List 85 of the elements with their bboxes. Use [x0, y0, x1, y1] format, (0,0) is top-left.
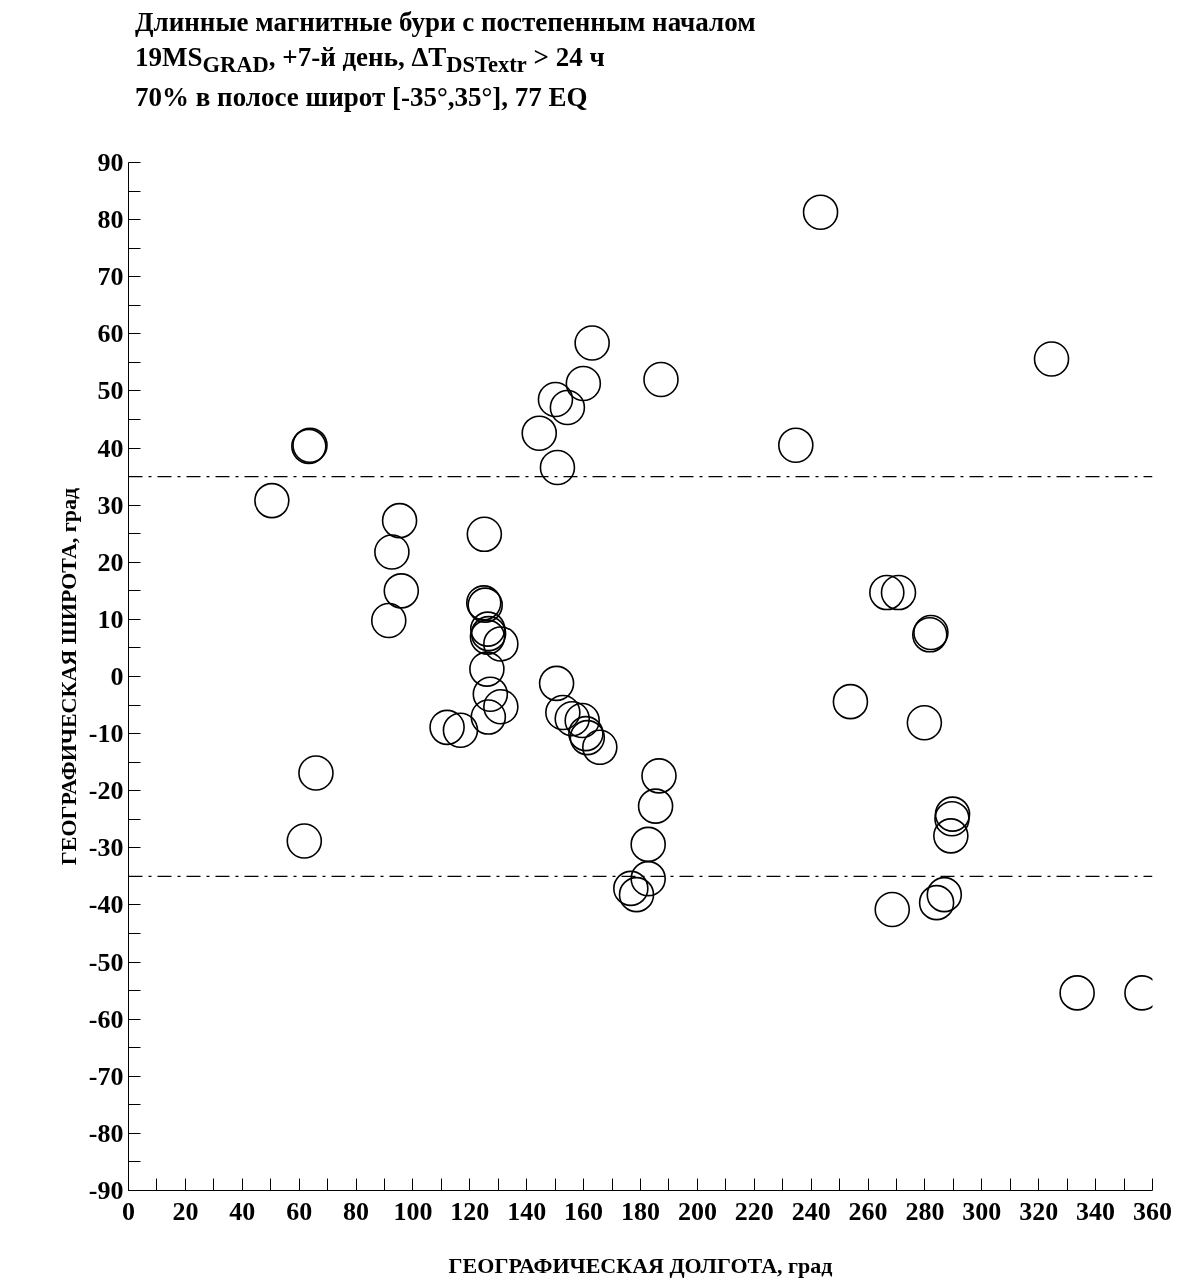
- point: [565, 365, 602, 402]
- point: [637, 788, 674, 824]
- point: [470, 699, 507, 735]
- point: [564, 702, 600, 739]
- point: [933, 818, 969, 854]
- point: [880, 574, 917, 611]
- point: [472, 676, 509, 712]
- y-tick-label: -50: [88, 947, 124, 977]
- point: [370, 602, 407, 639]
- y-tick-label: 50: [97, 376, 124, 406]
- y-axis-title: ГЕОГРАФИЧЕСКАЯ ШИРОТА, град: [55, 487, 81, 866]
- point: [469, 651, 505, 687]
- point: [613, 870, 649, 907]
- x-tick-label: 80: [343, 1196, 370, 1226]
- y-tick-label: -10: [88, 719, 124, 749]
- y-tick-label: 90: [97, 148, 124, 177]
- y-tick-label: 70: [97, 262, 124, 292]
- point: [298, 755, 334, 791]
- x-tick-label: 200: [677, 1196, 717, 1226]
- point: [429, 709, 465, 746]
- point: [286, 823, 323, 859]
- x-tick-label: 60: [286, 1196, 313, 1226]
- point: [869, 574, 905, 611]
- y-tick-label: -70: [88, 1061, 124, 1091]
- point: [374, 534, 410, 570]
- point: [926, 876, 963, 913]
- point: [549, 389, 586, 426]
- x-tick-label: 280: [905, 1196, 945, 1226]
- y-tick-label: 10: [97, 604, 124, 634]
- y-tick-label: 80: [97, 205, 124, 235]
- point: [630, 826, 666, 863]
- y-tick-label: 60: [97, 319, 124, 349]
- point: [1033, 341, 1070, 377]
- point: [545, 694, 581, 731]
- point: [483, 689, 519, 725]
- point: [574, 325, 610, 361]
- y-tick-label: 30: [97, 490, 124, 520]
- point: [618, 876, 655, 913]
- point: [554, 701, 591, 737]
- point: [538, 665, 575, 702]
- point: [537, 381, 574, 418]
- point: [630, 860, 666, 897]
- point: [466, 516, 503, 553]
- point: [918, 884, 955, 921]
- point: [539, 449, 576, 486]
- x-tick-label: 320: [1019, 1196, 1059, 1226]
- y-tick-label: -20: [88, 776, 124, 806]
- point: [582, 729, 618, 766]
- y-tick-label: -80: [88, 1118, 124, 1148]
- point: [254, 482, 290, 519]
- x-tick-label: 140: [507, 1196, 547, 1226]
- x-tick-label: 220: [734, 1196, 774, 1226]
- y-tick-label: 40: [97, 433, 124, 463]
- y-tick-label: 20: [97, 547, 124, 577]
- y-tick-label: -40: [88, 890, 124, 920]
- point: [802, 194, 839, 230]
- point: [643, 361, 679, 398]
- x-tick-label: 120: [450, 1196, 490, 1226]
- y-tick-label: 0: [110, 662, 124, 691]
- point: [874, 891, 911, 928]
- x-tick-label: 340: [1076, 1196, 1116, 1226]
- chart-title: Длинные магнитные бури с постепенным началом 19MS$_{GRAD}$, +7-й день, ΔT$_{DSTextr}$ > 24 ч 70% в полосе широт [-35°,35°], 77 EQ: [135, 6, 756, 114]
- point: [442, 712, 479, 748]
- point: [832, 683, 869, 720]
- x-tick-label: 100: [393, 1196, 433, 1226]
- x-tick-label: 160: [564, 1196, 604, 1226]
- point: [778, 427, 814, 463]
- y-tick-label: -90: [88, 1176, 124, 1205]
- point: [483, 626, 519, 662]
- point: [381, 502, 418, 539]
- y-tick-label: -30: [88, 833, 124, 863]
- y-tick-label: -60: [88, 1004, 124, 1034]
- x-tick-label: 260: [848, 1196, 888, 1226]
- point: [906, 704, 943, 741]
- point: [383, 573, 420, 609]
- point: [641, 758, 677, 794]
- x-tick-label: 300: [962, 1196, 1002, 1226]
- x-tick-label: 240: [791, 1196, 831, 1226]
- x-tick-label: 20: [172, 1196, 199, 1226]
- point: [521, 415, 558, 451]
- x-tick-label: 40: [229, 1196, 256, 1226]
- x-axis-title: ГЕОГРАФИЧЕСКАЯ ДОЛГОТА, град: [448, 1252, 833, 1278]
- x-tick-label: 180: [621, 1196, 660, 1226]
- point: [1059, 975, 1095, 1011]
- x-tick-label: 360: [1133, 1196, 1172, 1226]
